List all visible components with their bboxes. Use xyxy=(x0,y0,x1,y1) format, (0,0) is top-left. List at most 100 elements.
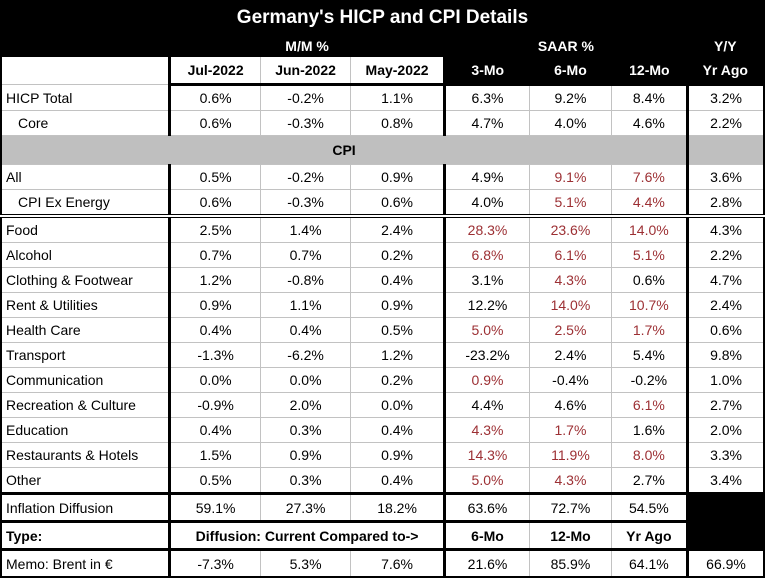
value-cell: 2.0% xyxy=(260,392,352,418)
value-cell: 0.7% xyxy=(260,242,352,268)
value-cell: 85.9% xyxy=(529,549,612,578)
table-row: Core 0.6% -0.3% 0.8% 4.7% 4.0% 4.6% 2.2% xyxy=(1,110,764,136)
value-cell: 0.7% xyxy=(169,242,261,268)
diffusion-column-label: Yr Ago xyxy=(611,521,690,551)
value-cell: -0.4% xyxy=(529,367,612,393)
value-cell: 4.7% xyxy=(687,267,764,293)
table-row: Memo: Brent in € -7.3% 5.3% 7.6% 21.6% 85.9% 6… xyxy=(1,549,764,578)
value-cell: 6.3% xyxy=(444,84,531,111)
value-cell: 14.0% xyxy=(611,216,690,243)
value-cell: 23.6% xyxy=(529,216,612,243)
table-row: Health Care 0.4% 0.4% 0.5% 5.0% 2.5% 1.7% 0.6% xyxy=(1,317,764,343)
table-row: Restaurants & Hotels 1.5% 0.9% 0.9% 14.3% 11.… xyxy=(1,442,764,468)
value-cell: 4.6% xyxy=(529,392,612,418)
value-cell: 2.2% xyxy=(687,242,764,268)
value-cell: 0.6% xyxy=(169,84,261,111)
value-cell: 7.6% xyxy=(350,549,446,578)
value-cell: 0.0% xyxy=(350,392,446,418)
table-row: Education 0.4% 0.3% 0.4% 4.3% 1.7% 1.6% 2.0% xyxy=(1,417,764,443)
value-cell: 0.4% xyxy=(260,317,352,343)
row-label: Food xyxy=(1,216,172,243)
row-label: Other xyxy=(1,467,172,495)
value-cell: 5.4% xyxy=(611,342,690,368)
value-cell: 1.4% xyxy=(260,216,352,243)
diffusion-column-label: 6-Mo xyxy=(444,521,531,551)
table-row: All 0.5% -0.2% 0.9% 4.9% 9.1% 7.6% 3.6% xyxy=(1,164,764,190)
value-cell: 5.1% xyxy=(611,242,690,268)
value-cell: 2.5% xyxy=(529,317,612,343)
value-cell: 59.1% xyxy=(169,493,261,523)
value-cell: 54.5% xyxy=(611,493,690,523)
row-label: Inflation Diffusion xyxy=(1,493,172,523)
value-cell: 66.9% xyxy=(687,549,764,578)
value-cell: 0.2% xyxy=(350,242,446,268)
row-label: Restaurants & Hotels xyxy=(1,442,172,468)
row-label: Education xyxy=(1,417,172,443)
group-header-yy: Y/Y xyxy=(687,34,764,57)
value-cell: 1.5% xyxy=(169,442,261,468)
value-cell: 0.5% xyxy=(169,164,261,190)
group-header-row: M/M % SAAR % Y/Y xyxy=(1,34,764,57)
value-cell: -0.2% xyxy=(611,367,690,393)
group-header-saar: SAAR % xyxy=(444,34,688,57)
value-cell: 12.2% xyxy=(444,292,531,318)
value-cell: 6.1% xyxy=(611,392,690,418)
column-header-6mo: 6-Mo xyxy=(529,57,612,86)
cpi-section-tail xyxy=(687,135,764,165)
value-cell: 1.0% xyxy=(687,367,764,393)
value-cell: 9.2% xyxy=(529,84,612,111)
value-cell: 72.7% xyxy=(529,493,612,523)
column-header-jun-2022: Jun-2022 xyxy=(260,57,352,86)
value-cell: 0.8% xyxy=(350,110,446,136)
row-label: Health Care xyxy=(1,317,172,343)
cpi-section-label: CPI xyxy=(1,135,690,165)
value-cell: 1.1% xyxy=(260,292,352,318)
column-header-yr-ago: Yr Ago xyxy=(687,57,764,86)
value-cell: 5.0% xyxy=(444,467,531,495)
value-cell: 2.5% xyxy=(169,216,261,243)
value-cell: 2.2% xyxy=(687,110,764,136)
value-cell: 2.4% xyxy=(529,342,612,368)
value-cell: 0.9% xyxy=(350,164,446,190)
value-cell: -7.3% xyxy=(169,549,261,578)
value-cell: 64.1% xyxy=(611,549,690,578)
value-cell: 0.6% xyxy=(350,189,446,218)
table-row: CPI Ex Energy 0.6% -0.3% 0.6% 4.0% 5.1% 4.4% 2.… xyxy=(1,189,764,218)
value-cell: 7.6% xyxy=(611,164,690,190)
value-cell: 3.4% xyxy=(687,467,764,495)
empty-black-cell xyxy=(687,493,764,523)
column-header-corner xyxy=(1,57,172,85)
row-label: HICP Total xyxy=(1,84,172,111)
table-row: Transport -1.3% -6.2% 1.2% -23.2% 2.4% 5.4% 9.8… xyxy=(1,342,764,368)
diffusion-column-label: 12-Mo xyxy=(529,521,612,551)
value-cell: 5.0% xyxy=(444,317,531,343)
value-cell: 2.7% xyxy=(687,392,764,418)
value-cell: 0.5% xyxy=(169,467,261,495)
value-cell: 4.3% xyxy=(687,216,764,243)
value-cell: 4.4% xyxy=(444,392,531,418)
value-cell: 0.4% xyxy=(350,417,446,443)
table-row: Type: Diffusion: Current Compared to-> 6-M… xyxy=(1,521,764,551)
value-cell: -0.3% xyxy=(260,110,352,136)
value-cell: 1.2% xyxy=(169,267,261,293)
group-header-mm: M/M % xyxy=(169,34,445,57)
value-cell: 28.3% xyxy=(444,216,531,243)
value-cell: 8.4% xyxy=(611,84,690,111)
value-cell: -0.2% xyxy=(260,84,352,111)
value-cell: 0.2% xyxy=(350,367,446,393)
value-cell: -0.3% xyxy=(260,189,352,218)
row-label: Recreation & Culture xyxy=(1,392,172,418)
value-cell: 4.3% xyxy=(529,467,612,495)
value-cell: -0.2% xyxy=(260,164,352,190)
value-cell: 6.1% xyxy=(529,242,612,268)
value-cell: 0.0% xyxy=(260,367,352,393)
row-label: Alcohol xyxy=(1,242,172,268)
column-header-may-2022: May-2022 xyxy=(350,57,446,86)
value-cell: 5.1% xyxy=(529,189,612,218)
value-cell: 0.9% xyxy=(350,292,446,318)
table-row: HICP Total 0.6% -0.2% 1.1% 6.3% 9.2% 8.4% 3.2% xyxy=(1,84,764,111)
value-cell: -1.3% xyxy=(169,342,261,368)
value-cell: 0.9% xyxy=(444,367,531,393)
value-cell: 10.7% xyxy=(611,292,690,318)
